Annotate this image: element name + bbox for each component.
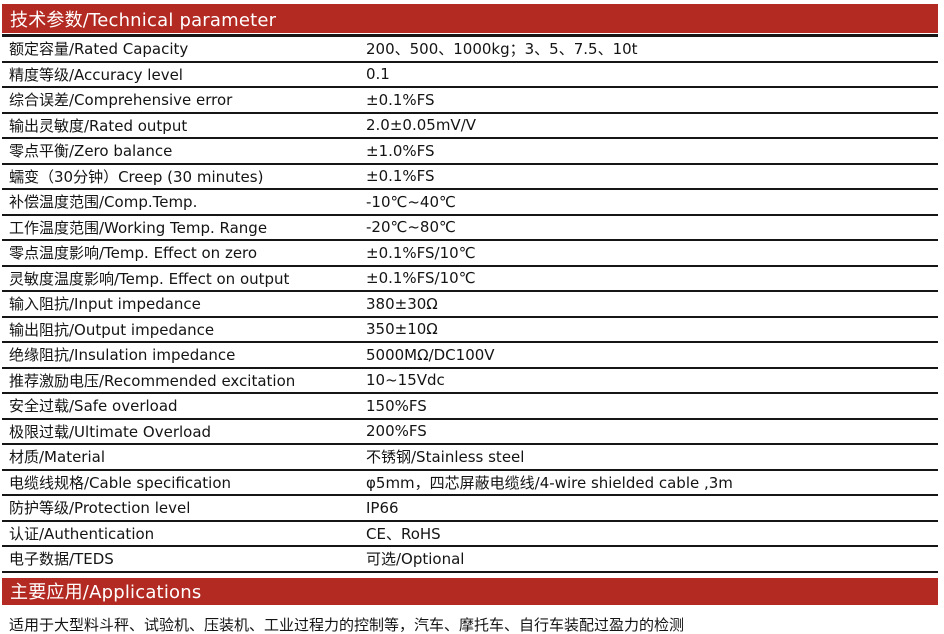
param-label: 输出灵敏度/Rated output <box>9 116 188 135</box>
table-row: 认证/Authentication CE、RoHS <box>2 522 938 547</box>
param-label: 零点平衡/Zero balance <box>9 142 173 161</box>
param-label: 精度等级/Accuracy level <box>9 65 183 84</box>
param-label: 灵敏度温度影响/Temp. Effect on output <box>9 269 290 288</box>
param-value: ±0.1%FS <box>366 167 435 186</box>
header-divider <box>2 34 938 37</box>
param-label: 安全过载/Safe overload <box>9 397 178 416</box>
param-label: 电子数据/TEDS <box>9 550 114 569</box>
param-value: 0.1 <box>366 65 390 84</box>
param-label: 零点温度影响/Temp. Effect on zero <box>9 244 258 263</box>
table-row: 输入阻抗/Input impedance 380±30Ω <box>2 292 938 318</box>
table-row: 精度等级/Accuracy level 0.1 <box>2 63 938 88</box>
param-value: ±0.1%FS/10℃ <box>366 269 476 288</box>
parameters-table: 额定容量/Rated Capacity 200、500、1000kg；3、5、7.… <box>2 37 938 573</box>
param-label: 极限过载/Ultimate Overload <box>9 422 212 441</box>
param-label: 输入阻抗/Input impedance <box>9 295 201 314</box>
param-label: 认证/Authentication <box>9 524 155 543</box>
param-value: CE、RoHS <box>366 524 441 543</box>
param-value: -20℃~80℃ <box>366 218 456 237</box>
table-row: 灵敏度温度影响/Temp. Effect on output ±0.1%FS/10… <box>2 267 938 292</box>
param-value: 150%FS <box>366 396 427 415</box>
param-value: ±0.1%FS <box>366 90 435 109</box>
param-value: 可选/Optional <box>366 550 465 569</box>
table-row: 输出灵敏度/Rated output 2.0±0.05mV/V <box>2 114 938 139</box>
table-row: 极限过载/Ultimate Overload 200%FS <box>2 420 938 445</box>
param-label: 蠕变（30分钟）Creep (30 minutes) <box>9 167 264 186</box>
applications-title: 主要应用/Applications <box>10 582 202 603</box>
table-row: 电缆线规格/Cable specification φ5mm，四芯屏蔽电缆线/4-… <box>2 471 938 496</box>
applications-description: 适用于大型料斗秤、试验机、压装机、工业过程力的控制等，汽车、摩托车、自行车装配过… <box>9 615 685 634</box>
table-row: 额定容量/Rated Capacity 200、500、1000kg；3、5、7.… <box>2 37 938 63</box>
param-value: ±1.0%FS <box>366 141 435 160</box>
table-row: 补偿温度范围/Comp.Temp. -10℃~40℃ <box>2 190 938 216</box>
param-value: 200、500、1000kg；3、5、7.5、10t <box>366 40 638 59</box>
table-row: 零点平衡/Zero balance ±1.0%FS <box>2 139 938 165</box>
param-value: 不锈钢/Stainless steel <box>366 448 525 467</box>
table-row: 绝缘阻抗/Insulation impedance 5000MΩ/DC100V <box>2 343 938 369</box>
param-label: 综合误差/Comprehensive error <box>9 91 233 110</box>
technical-parameters-header: 技术参数/Technical parameter <box>2 4 938 33</box>
table-row: 防护等级/Protection level IP66 <box>2 496 938 522</box>
param-value: 350±10Ω <box>366 320 438 339</box>
table-row: 输出阻抗/Output impedance 350±10Ω <box>2 318 938 343</box>
param-value: -10℃~40℃ <box>366 192 456 211</box>
param-value: 5000MΩ/DC100V <box>366 345 495 364</box>
param-value: φ5mm，四芯屏蔽电缆线/4-wire shielded cable ,3m <box>366 473 733 492</box>
table-row: 材质/Material 不锈钢/Stainless steel <box>2 445 938 471</box>
param-value: 200%FS <box>366 422 427 441</box>
param-label: 补偿温度范围/Comp.Temp. <box>9 193 198 212</box>
table-row: 零点温度影响/Temp. Effect on zero ±0.1%FS/10℃ <box>2 241 938 267</box>
param-value: 380±30Ω <box>366 294 438 313</box>
technical-parameters-title: 技术参数/Technical parameter <box>10 9 277 31</box>
param-label: 防护等级/Protection level <box>9 499 191 518</box>
param-label: 材质/Material <box>9 448 105 467</box>
table-row: 综合误差/Comprehensive error ±0.1%FS <box>2 88 938 114</box>
param-label: 额定容量/Rated Capacity <box>9 40 189 59</box>
table-row: 安全过载/Safe overload 150%FS <box>2 394 938 420</box>
param-label: 绝缘阻抗/Insulation impedance <box>9 346 236 365</box>
table-row: 电子数据/TEDS 可选/Optional <box>2 547 938 573</box>
param-value: ±0.1%FS/10℃ <box>366 243 476 262</box>
table-row: 推荐激励电压/Recommended excitation 10~15Vdc <box>2 369 938 394</box>
param-value: 10~15Vdc <box>366 371 445 390</box>
applications-header: 主要应用/Applications <box>2 577 938 605</box>
table-row: 蠕变（30分钟）Creep (30 minutes) ±0.1%FS <box>2 165 938 190</box>
table-row: 工作温度范围/Working Temp. Range -20℃~80℃ <box>2 216 938 241</box>
param-value: IP66 <box>366 498 399 517</box>
param-label: 推荐激励电压/Recommended excitation <box>9 371 296 390</box>
param-label: 电缆线规格/Cable specification <box>9 473 232 492</box>
param-value: 2.0±0.05mV/V <box>366 116 477 135</box>
param-label: 工作温度范围/Working Temp. Range <box>9 218 268 237</box>
param-label: 输出阻抗/Output impedance <box>9 320 215 339</box>
